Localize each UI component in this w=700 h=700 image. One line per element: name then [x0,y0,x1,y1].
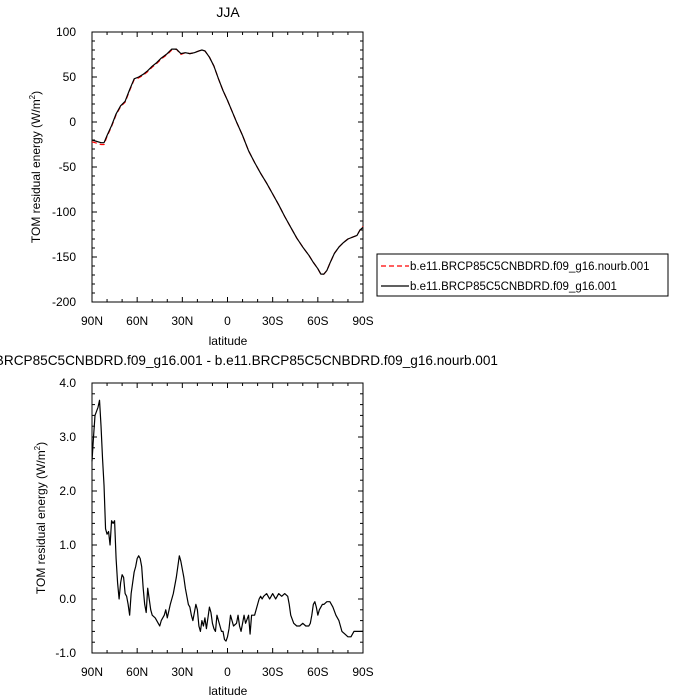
top-chart-series-line-2 [91,48,364,275]
bottom-chart-panel: b.e11.BRCP85C5CNBDRD.f09_g16.001 - b.e11… [0,352,498,698]
bottom-chart-y-tick-label: -1.0 [55,646,76,660]
top-chart-plot-frame [91,31,364,303]
bottom-chart-title: b.e11.BRCP85C5CNBDRD.f09_g16.001 - b.e11… [0,352,498,368]
top-chart-y-tick-label: -150 [52,250,76,264]
bottom-chart-x-tick-label: 90S [352,665,373,679]
legend-box [376,253,669,297]
bottom-chart-y-axis-label: TOM residual energy (W/m2) [33,442,48,594]
legend-label-nourb: b.e11.BRCP85C5CNBDRD.f09_g16.nourb.001 [410,261,650,273]
bottom-chart-y-tick-label: 2.0 [59,484,76,498]
top-chart-x-tick-label: 90N [81,314,103,328]
bottom-chart-x-tick-label: 0 [224,665,231,679]
bottom-chart-x-tick-label: 60S [307,665,328,679]
top-chart-x-axis-label: latitude [209,334,248,348]
bottom-chart-x-tick-label: 30S [262,665,283,679]
bottom-chart-series-line-1 [91,399,363,642]
top-chart-x-tick-label: 60S [307,314,328,328]
top-chart-x-tick-label: 30S [262,314,283,328]
top-chart-y-tick-label: -100 [52,205,76,219]
bottom-chart-y-tick-label: 0.0 [59,592,76,606]
legend-label-control: b.e11.BRCP85C5CNBDRD.f09_g16.001 [410,281,617,293]
bottom-chart-x-axis-label: latitude [209,684,248,698]
bottom-chart-x-tick-label: 30N [171,665,193,679]
top-chart-y-tick-label: 50 [63,70,77,84]
bottom-chart-x-tick-label: 60N [126,665,148,679]
top-chart-title: JJA [216,4,240,20]
bottom-chart-y-tick-label: 4.0 [59,376,76,390]
bottom-chart-plot-frame [91,382,364,654]
top-chart-legend: b.e11.BRCP85C5CNBDRD.f09_g16.nourb.001 b… [376,253,669,297]
top-chart-x-tick-label: 60N [126,314,148,328]
top-chart-y-tick-label: 0 [69,115,76,129]
top-chart-y-tick-label: 100 [56,25,76,39]
top-chart-y-tick-label: -50 [59,160,77,174]
bottom-chart-y-tick-label: 3.0 [59,430,76,444]
bottom-chart-x-tick-label: 90N [81,665,103,679]
top-chart-panel: JJA 90N 60N 30N 0 30S 60S 90S -200 -150 -100 -50 0 5… [28,4,669,348]
top-chart-y-axis-label: TOM residual energy (W/m2) [28,91,43,243]
top-chart-x-tick-label: 0 [224,314,231,328]
top-chart-y-tick-label: -200 [52,295,76,309]
bottom-chart-y-tick-label: 1.0 [59,538,76,552]
top-chart-x-tick-label: 90S [352,314,373,328]
top-chart-x-tick-label: 30N [171,314,193,328]
